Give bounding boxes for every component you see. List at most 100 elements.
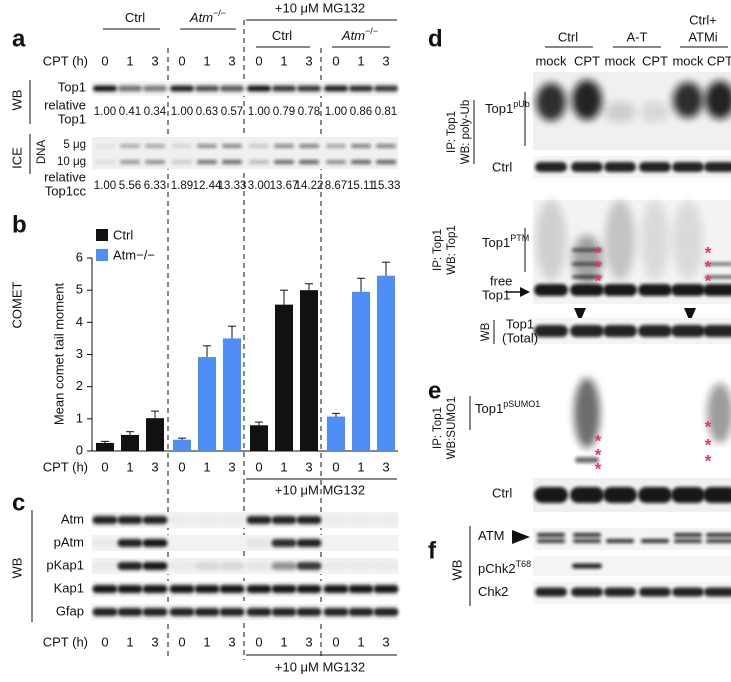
band-label: Chk2 [478, 584, 508, 599]
x-tick-label: 1 [280, 459, 287, 474]
blot-band [672, 162, 704, 172]
blot-band [349, 516, 374, 524]
blot-band [351, 144, 371, 148]
row-label: relative [44, 97, 86, 112]
band-label: Top1 [506, 316, 534, 331]
group-label: ATMi [688, 29, 717, 44]
blot-band [246, 585, 272, 593]
blot-band [246, 608, 272, 616]
bar [377, 275, 395, 451]
blot-band [704, 587, 731, 597]
blot-band [374, 562, 399, 570]
asterisk: * [705, 435, 712, 454]
lane-label: mock [604, 53, 636, 68]
blot-band [117, 608, 143, 616]
blot-band [247, 85, 271, 92]
blot-band [170, 562, 195, 570]
group-label: Ctrl [558, 29, 578, 44]
value-label: 15.11 [347, 180, 375, 192]
lane-label: 0 [255, 53, 262, 68]
blot-band [118, 85, 142, 92]
arrowhead [512, 530, 530, 544]
blot-band [197, 144, 217, 148]
blot-band [219, 562, 245, 570]
group-label-base: Ctrl [125, 10, 145, 25]
blot-band [671, 325, 705, 337]
x-tick-label: 0 [332, 459, 339, 474]
band-label-sup: T68 [516, 559, 532, 569]
band-label: free [490, 273, 512, 288]
lane-label: 0 [101, 53, 108, 68]
row-label: Top1cc [45, 183, 87, 198]
blot-band [641, 200, 669, 280]
blot-band [536, 200, 566, 280]
blot-band [671, 487, 705, 503]
lane-label: CPT [707, 53, 731, 68]
blot-band [326, 160, 346, 164]
legend-swatch [96, 229, 108, 241]
bar [300, 290, 318, 451]
lane-label: 0 [332, 53, 339, 68]
bar [173, 439, 191, 451]
bar [146, 418, 164, 451]
blot-band [603, 284, 637, 296]
blot-band [92, 585, 118, 593]
band-label: Top1pUb [485, 99, 530, 116]
blot-band [348, 608, 374, 616]
group-label: Atm−/− [341, 26, 378, 43]
band-label: Kap1 [54, 580, 84, 595]
lane-label: 1 [203, 53, 210, 68]
blot-band [605, 200, 635, 280]
lane-label: 1 [357, 53, 364, 68]
x-tick-label: 3 [305, 459, 312, 474]
group-label-sup: −/− [213, 8, 226, 18]
group-label: Ctrl+ [689, 12, 717, 27]
x-tick-label: 0 [255, 459, 262, 474]
method-label: WB [9, 558, 24, 579]
method-label: WB:SUMO1 [446, 397, 458, 460]
blot-band [572, 262, 602, 266]
row-label: 5 μg [63, 139, 86, 151]
blot-band [197, 160, 217, 164]
group-label: Ctrl [272, 28, 292, 43]
blot-band [117, 562, 143, 570]
blot-band [705, 275, 731, 279]
asterisk: * [595, 431, 602, 450]
bar [250, 425, 268, 451]
axis-title: Mean comet tail moment [51, 282, 66, 425]
asterisk: * [595, 257, 602, 276]
blot-band [246, 516, 272, 524]
blot [92, 558, 398, 574]
bar [96, 442, 114, 451]
blot-band [671, 284, 705, 296]
blot-band [219, 608, 245, 616]
bar [121, 434, 139, 451]
blot-band [296, 539, 322, 547]
lane-label: 1 [203, 634, 210, 649]
blot-band [143, 85, 167, 92]
value-label: 13.67 [270, 180, 299, 192]
lane-label: 3 [228, 634, 235, 649]
band-label: Top1 [58, 79, 86, 94]
blot-band [194, 608, 220, 616]
blot-band [220, 516, 245, 524]
blot-band [603, 325, 637, 337]
blot-band [703, 487, 731, 503]
value-label: 0.86 [350, 106, 372, 118]
blot-band [172, 144, 192, 148]
lane-label: 1 [280, 53, 287, 68]
blot-band [93, 539, 118, 547]
blot-band [674, 539, 702, 543]
lane-label: CPT [642, 53, 668, 68]
band-label: (Total) [502, 330, 538, 345]
y-tick-label: 2 [76, 378, 83, 393]
blot-band [271, 562, 297, 570]
blot-band [172, 160, 192, 164]
legend-swatch [96, 249, 108, 261]
blot-band [604, 162, 636, 172]
blot [92, 137, 398, 169]
blot-band [572, 275, 602, 279]
blot [92, 512, 398, 528]
method-label: IP: Top1 [446, 111, 458, 153]
value-label: 0.57 [221, 106, 243, 118]
